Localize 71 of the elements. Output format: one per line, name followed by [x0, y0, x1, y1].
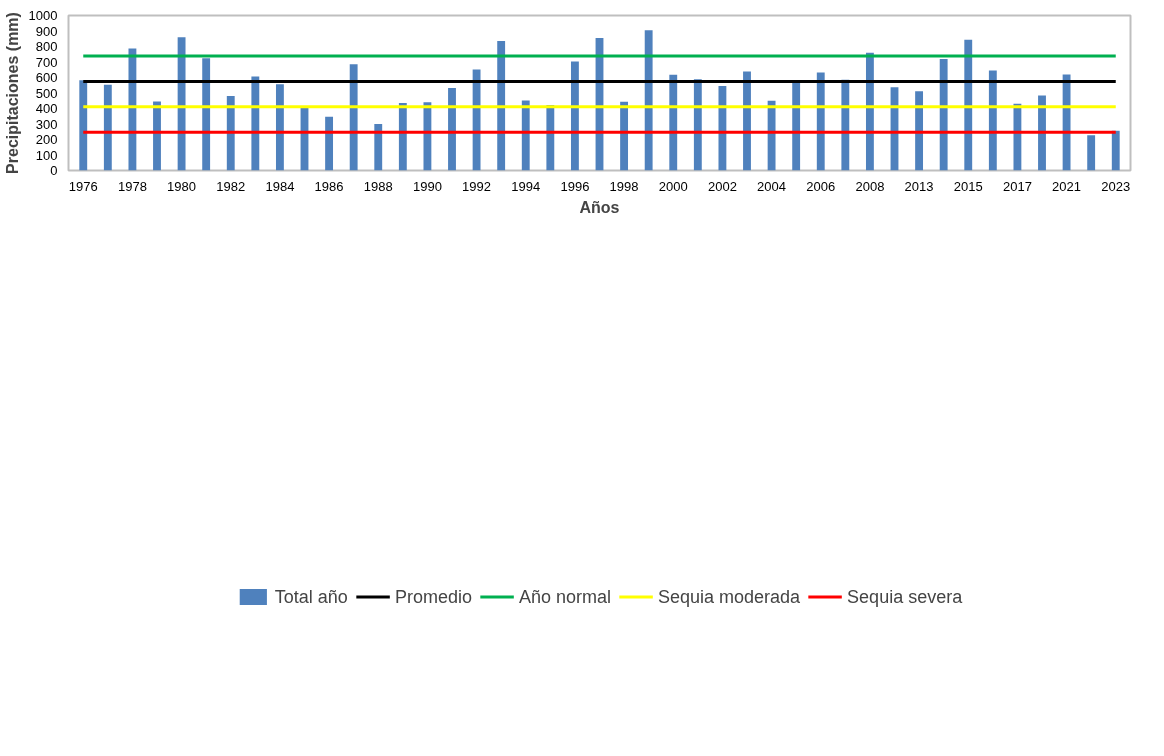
- bar: [423, 102, 432, 171]
- bar: [226, 96, 235, 171]
- x-tick-label: 1998: [609, 178, 639, 194]
- x-tick-label: 2023: [1101, 178, 1131, 194]
- bar: [374, 124, 383, 171]
- bar: [128, 48, 137, 171]
- bar: [915, 91, 924, 171]
- bar: [325, 116, 334, 171]
- x-tick-label: 1996: [560, 178, 590, 194]
- x-tick-label: 1986: [314, 178, 344, 194]
- bar: [1062, 74, 1071, 171]
- legend-label: Promedio: [394, 586, 472, 608]
- x-tick-label: 1980: [167, 178, 197, 194]
- x-tick-label: 2000: [658, 178, 688, 194]
- legend-label: Año normal: [518, 586, 611, 608]
- legend-label: Total año: [274, 586, 348, 608]
- y-tick-label: 400: [35, 101, 58, 116]
- y-axis-title: Precipitaciones (mm): [3, 12, 21, 174]
- y-tick-label: 0: [50, 163, 58, 178]
- x-tick-label: 2013: [904, 178, 934, 194]
- x-tick-label: 2015: [953, 178, 983, 194]
- x-axis-title: Años: [579, 198, 620, 216]
- bar: [153, 101, 161, 171]
- bar: [349, 64, 358, 171]
- y-tick-label: 600: [35, 70, 58, 85]
- x-tick-label: 1982: [216, 178, 246, 194]
- bar: [570, 61, 579, 171]
- y-tick-label: 200: [35, 132, 58, 147]
- bar: [816, 72, 825, 171]
- bar: [497, 40, 506, 171]
- x-tick-label: 2002: [707, 178, 737, 194]
- x-tick-label: 2017: [1002, 178, 1032, 194]
- x-tick-label: 1978: [117, 178, 147, 194]
- bar: [202, 58, 211, 171]
- bar: [865, 52, 874, 171]
- y-tick-label: 800: [35, 39, 58, 54]
- bar: [79, 80, 88, 171]
- bar: [1111, 130, 1120, 171]
- x-tick-label: 2008: [855, 178, 885, 194]
- bar: [939, 59, 948, 171]
- bar: [718, 86, 727, 171]
- x-tick-label: 1984: [265, 178, 295, 194]
- x-tick-label: 1976: [68, 178, 98, 194]
- x-tick-label: 1994: [511, 178, 541, 194]
- y-tick-label: 100: [35, 147, 58, 163]
- x-tick-label: 1990: [412, 178, 442, 194]
- bar: [448, 87, 456, 171]
- bar: [1038, 95, 1046, 171]
- bar: [767, 100, 776, 171]
- y-tick-label: 500: [35, 85, 58, 101]
- x-tick-label: 1992: [462, 178, 492, 194]
- bar: [251, 76, 260, 171]
- y-tick-label: 1000: [28, 8, 58, 23]
- bar: [669, 74, 678, 171]
- bar: [1087, 135, 1096, 171]
- y-tick-label: 900: [35, 23, 58, 39]
- legend-label: Sequia severa: [847, 586, 963, 608]
- y-tick-label: 300: [35, 116, 58, 132]
- x-tick-label: 2006: [806, 178, 836, 194]
- legend-label: Sequia moderada: [657, 586, 801, 608]
- bar: [792, 80, 801, 171]
- bar: [398, 103, 407, 171]
- bar: [988, 70, 997, 171]
- y-tick-label: 700: [35, 54, 58, 70]
- bar: [275, 84, 284, 171]
- x-tick-label: 2021: [1052, 178, 1082, 194]
- bar: [644, 30, 653, 171]
- bar: [103, 84, 112, 171]
- x-tick-label: 1988: [363, 178, 393, 194]
- x-tick-label: 2004: [757, 178, 787, 194]
- bar: [521, 100, 530, 171]
